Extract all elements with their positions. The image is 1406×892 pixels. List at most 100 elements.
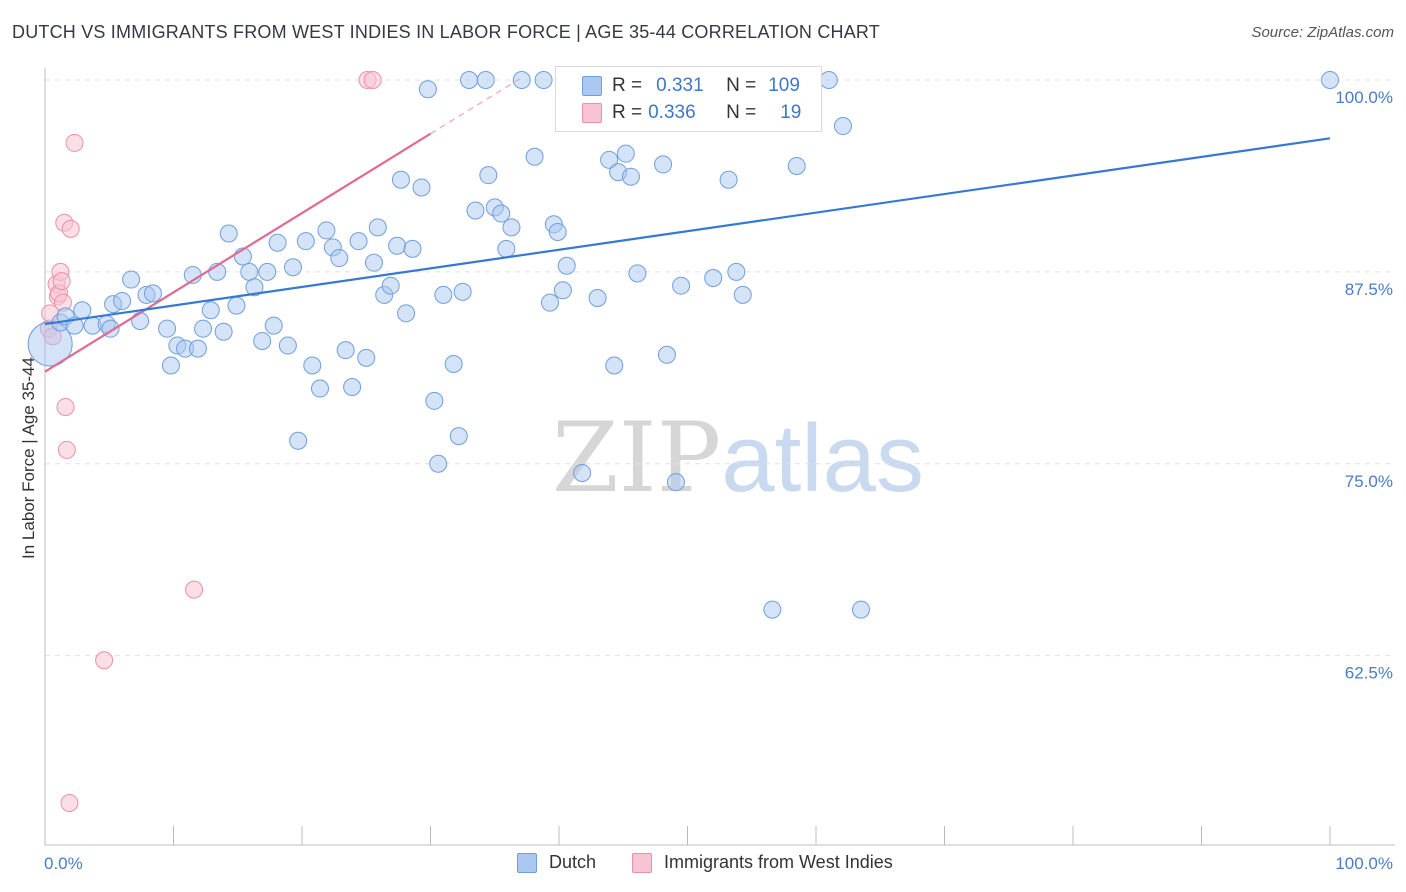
dutch-point xyxy=(289,431,308,450)
source-label: Source: ZipAtlas.com xyxy=(1251,24,1394,41)
dutch-point xyxy=(310,379,329,398)
dutch-point xyxy=(460,71,479,89)
dutch-point xyxy=(161,356,180,375)
dutch-point xyxy=(278,336,297,355)
west-indies-point xyxy=(57,440,76,459)
dutch-point xyxy=(368,218,387,237)
dutch-trend-line xyxy=(44,137,1331,326)
dutch-n-value: 109 xyxy=(768,75,800,96)
dutch-point xyxy=(534,71,553,89)
dutch-point xyxy=(1321,71,1339,89)
dutch-point xyxy=(143,284,162,303)
dutch-point xyxy=(412,178,431,197)
dutch-point xyxy=(449,427,468,446)
west-indies-trend-line xyxy=(44,132,432,373)
dutch-point xyxy=(303,356,322,375)
dutch-point xyxy=(284,258,303,277)
dutch-point xyxy=(727,262,746,281)
dutch-point xyxy=(600,150,619,169)
watermark-atlas: atlas xyxy=(721,405,924,512)
dutch-point xyxy=(343,378,362,396)
dutch-point xyxy=(605,356,624,375)
dutch-point xyxy=(268,233,287,252)
legend-item-dutch[interactable]: Dutch xyxy=(517,852,596,873)
x-tick-label: 0.0% xyxy=(44,854,83,873)
dutch-point xyxy=(628,264,647,283)
west-indies-point xyxy=(56,397,75,416)
dutch-point xyxy=(253,331,272,350)
axes xyxy=(44,68,1395,846)
wi-r-value: 0.336 xyxy=(648,102,696,123)
dutch-point xyxy=(113,292,132,311)
legend-west-indies-swatch xyxy=(632,852,652,873)
dutch-point xyxy=(317,221,336,240)
dutch-point xyxy=(657,345,676,364)
dutch-point xyxy=(245,278,264,297)
dutch-point xyxy=(194,319,213,338)
dutch-point xyxy=(381,276,400,295)
dutch-point xyxy=(357,348,376,367)
dutch-point xyxy=(704,269,723,288)
dutch-point xyxy=(227,296,246,315)
dutch-points xyxy=(27,71,1339,619)
dutch-point xyxy=(502,218,521,237)
dutch-point xyxy=(666,473,685,492)
west-indies-point xyxy=(363,71,382,89)
dutch-point xyxy=(131,311,150,330)
dutch-point xyxy=(833,117,852,136)
dutch-point xyxy=(122,270,141,289)
y-tick-label: 62.5% xyxy=(1345,664,1393,683)
series-legend: Dutch Immigrants from West Indies xyxy=(0,852,1406,878)
west-indies-swatch xyxy=(582,103,602,123)
dutch-point xyxy=(763,600,782,619)
dutch-point xyxy=(851,600,870,619)
dutch-point xyxy=(397,304,416,323)
dutch-point xyxy=(672,276,691,295)
dutch-point xyxy=(296,232,315,251)
dutch-point xyxy=(787,156,806,175)
dutch-point xyxy=(73,301,92,320)
wi-r-label: R = xyxy=(612,102,643,123)
dutch-point xyxy=(588,288,607,307)
legend-item-west-indies[interactable]: Immigrants from West Indies xyxy=(632,852,893,873)
dutch-point xyxy=(557,256,576,275)
dutch-point xyxy=(258,262,277,281)
dutch-point xyxy=(512,71,531,89)
y-axis-label: In Labor Force | Age 35-44 xyxy=(19,357,38,559)
dutch-point xyxy=(418,80,437,99)
dutch-point xyxy=(819,71,838,89)
dutch-point xyxy=(336,341,355,360)
dutch-point xyxy=(525,147,544,166)
dutch-point xyxy=(240,262,259,281)
chart-title: DUTCH VS IMMIGRANTS FROM WEST INDIES IN … xyxy=(12,22,880,42)
legend-row-dutch: R = 0.331 N = 109 xyxy=(582,73,800,99)
legend-west-indies-label: Immigrants from West Indies xyxy=(664,852,893,872)
dutch-point xyxy=(616,144,635,163)
dutch-point xyxy=(621,167,640,186)
legend-dutch-label: Dutch xyxy=(549,852,597,872)
dutch-point xyxy=(214,322,233,341)
dutch-swatch xyxy=(582,76,602,96)
dutch-point xyxy=(453,282,472,301)
watermark: ZIPatlas xyxy=(552,402,924,514)
y-tick-label: 87.5% xyxy=(1345,280,1393,299)
dutch-point xyxy=(466,201,485,220)
dutch-point xyxy=(330,249,349,268)
dutch-point xyxy=(349,232,368,251)
west-indies-point xyxy=(60,793,79,812)
legend-row-west-indies: R = 0.336 N = 19 xyxy=(582,100,801,126)
y-tick-label: 75.0% xyxy=(1345,472,1393,491)
dutch-point xyxy=(548,222,567,241)
dutch-point xyxy=(403,239,422,258)
dutch-point xyxy=(492,204,511,223)
dutch-point xyxy=(188,339,207,358)
dutch-point xyxy=(264,316,283,335)
x-tick-label: 100.0% xyxy=(1335,854,1393,873)
dutch-point xyxy=(553,281,572,300)
dutch-point xyxy=(573,463,592,482)
watermark-zip: ZIP xyxy=(552,402,722,514)
west-indies-points xyxy=(39,71,382,812)
dutch-n-label: N = xyxy=(726,75,757,96)
gridlines xyxy=(45,79,1395,657)
